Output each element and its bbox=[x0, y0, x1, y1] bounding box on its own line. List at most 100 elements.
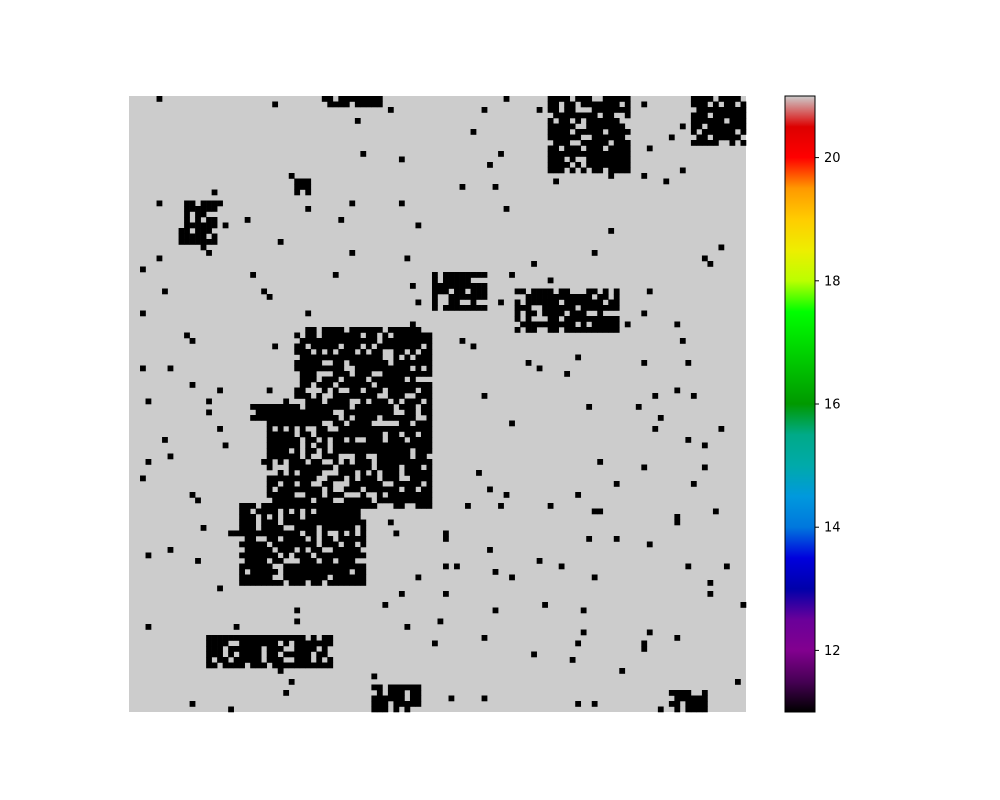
heatmap-cell bbox=[321, 508, 328, 515]
heatmap-cell bbox=[580, 629, 587, 636]
heatmap-cell bbox=[387, 442, 394, 449]
heatmap-cell bbox=[409, 382, 416, 388]
heatmap-cell bbox=[332, 343, 339, 350]
heatmap-cell bbox=[228, 662, 234, 669]
heatmap-cell bbox=[371, 415, 378, 421]
heatmap-cell bbox=[398, 701, 405, 707]
heatmap-cell bbox=[299, 365, 306, 372]
heatmap-cell bbox=[740, 140, 747, 146]
heatmap-cell bbox=[409, 343, 416, 350]
heatmap-cell bbox=[261, 415, 268, 421]
heatmap-cell bbox=[299, 184, 306, 190]
heatmap-cell bbox=[250, 640, 257, 647]
heatmap-cell bbox=[376, 343, 383, 350]
heatmap-cell bbox=[272, 640, 279, 647]
heatmap-cell bbox=[624, 96, 631, 102]
heatmap-cell bbox=[244, 563, 251, 570]
heatmap-cell bbox=[393, 475, 400, 482]
heatmap-cell bbox=[288, 415, 295, 421]
heatmap-cell bbox=[707, 591, 714, 597]
heatmap-cell bbox=[371, 338, 378, 344]
heatmap-cell bbox=[305, 327, 312, 333]
heatmap-cell bbox=[327, 640, 334, 647]
heatmap-cell bbox=[398, 376, 405, 383]
heatmap-cell bbox=[316, 459, 323, 465]
heatmap-cell bbox=[321, 332, 328, 339]
heatmap-cell bbox=[145, 624, 152, 630]
heatmap-cell bbox=[679, 690, 686, 696]
heatmap-cell bbox=[354, 519, 361, 526]
heatmap-cell bbox=[365, 481, 372, 487]
heatmap-cell bbox=[294, 530, 301, 537]
heatmap-cell bbox=[222, 222, 229, 229]
heatmap-cell bbox=[294, 475, 301, 482]
heatmap-cell bbox=[398, 690, 405, 696]
heatmap-cell bbox=[332, 574, 339, 581]
heatmap-cell bbox=[316, 420, 323, 427]
heatmap-cell bbox=[443, 272, 449, 278]
heatmap-cell bbox=[426, 415, 433, 421]
heatmap-cell bbox=[365, 360, 372, 366]
heatmap-cell bbox=[255, 530, 262, 537]
heatmap-cell bbox=[299, 503, 306, 509]
heatmap-cell bbox=[233, 662, 240, 669]
heatmap-cell bbox=[558, 96, 565, 102]
heatmap-plot-area bbox=[129, 96, 747, 713]
heatmap-cell bbox=[255, 662, 262, 669]
heatmap-cell bbox=[343, 343, 350, 350]
heatmap-cell bbox=[294, 437, 301, 443]
heatmap-cell bbox=[586, 101, 593, 108]
heatmap-cell bbox=[393, 530, 400, 537]
heatmap-cell bbox=[349, 470, 356, 476]
heatmap-cell bbox=[426, 503, 433, 509]
heatmap-cell bbox=[371, 706, 378, 713]
heatmap-cell bbox=[365, 393, 372, 399]
heatmap-cell bbox=[327, 398, 334, 405]
heatmap-cell bbox=[244, 217, 251, 223]
heatmap-cell bbox=[707, 261, 714, 267]
heatmap-cell bbox=[371, 503, 378, 509]
heatmap-cell bbox=[707, 140, 714, 146]
heatmap-cell bbox=[415, 481, 422, 487]
heatmap-cell bbox=[239, 514, 245, 520]
heatmap-cell bbox=[591, 305, 598, 311]
heatmap-cell bbox=[277, 646, 284, 652]
heatmap-cell bbox=[387, 338, 394, 344]
heatmap-cell bbox=[360, 541, 367, 548]
heatmap-cell bbox=[564, 145, 571, 152]
heatmap-cell bbox=[602, 288, 609, 295]
heatmap-cell bbox=[354, 393, 361, 399]
heatmap-cell bbox=[696, 123, 703, 130]
heatmap-cell bbox=[586, 123, 593, 130]
heatmap-cell bbox=[641, 173, 648, 179]
heatmap-cell bbox=[481, 107, 488, 113]
heatmap-cell bbox=[580, 294, 587, 300]
heatmap-cell bbox=[591, 129, 598, 135]
heatmap-cell bbox=[283, 431, 290, 438]
heatmap-cell bbox=[712, 129, 719, 135]
heatmap-cell bbox=[393, 431, 400, 438]
heatmap-cell bbox=[426, 492, 433, 498]
heatmap-cell bbox=[354, 404, 361, 410]
heatmap-cell bbox=[558, 129, 565, 135]
heatmap-cell bbox=[239, 646, 245, 652]
heatmap-cell bbox=[266, 640, 273, 647]
heatmap-cell bbox=[211, 662, 218, 669]
heatmap-cell bbox=[239, 552, 245, 559]
heatmap-cell bbox=[261, 563, 268, 570]
heatmap-cell bbox=[690, 112, 697, 119]
heatmap-cell bbox=[338, 431, 345, 438]
heatmap-cell bbox=[189, 338, 196, 344]
heatmap-cell bbox=[327, 404, 334, 410]
heatmap-cell bbox=[277, 662, 284, 669]
heatmap-cell bbox=[332, 459, 339, 465]
heatmap-cell bbox=[327, 431, 334, 438]
heatmap-cell bbox=[492, 569, 499, 575]
heatmap-cell bbox=[409, 684, 416, 691]
heatmap-cell bbox=[387, 695, 394, 702]
heatmap-cell bbox=[360, 327, 367, 333]
heatmap-cell bbox=[558, 123, 565, 130]
heatmap-cell bbox=[195, 239, 201, 245]
heatmap-cell bbox=[288, 574, 295, 581]
heatmap-cell bbox=[305, 382, 312, 388]
